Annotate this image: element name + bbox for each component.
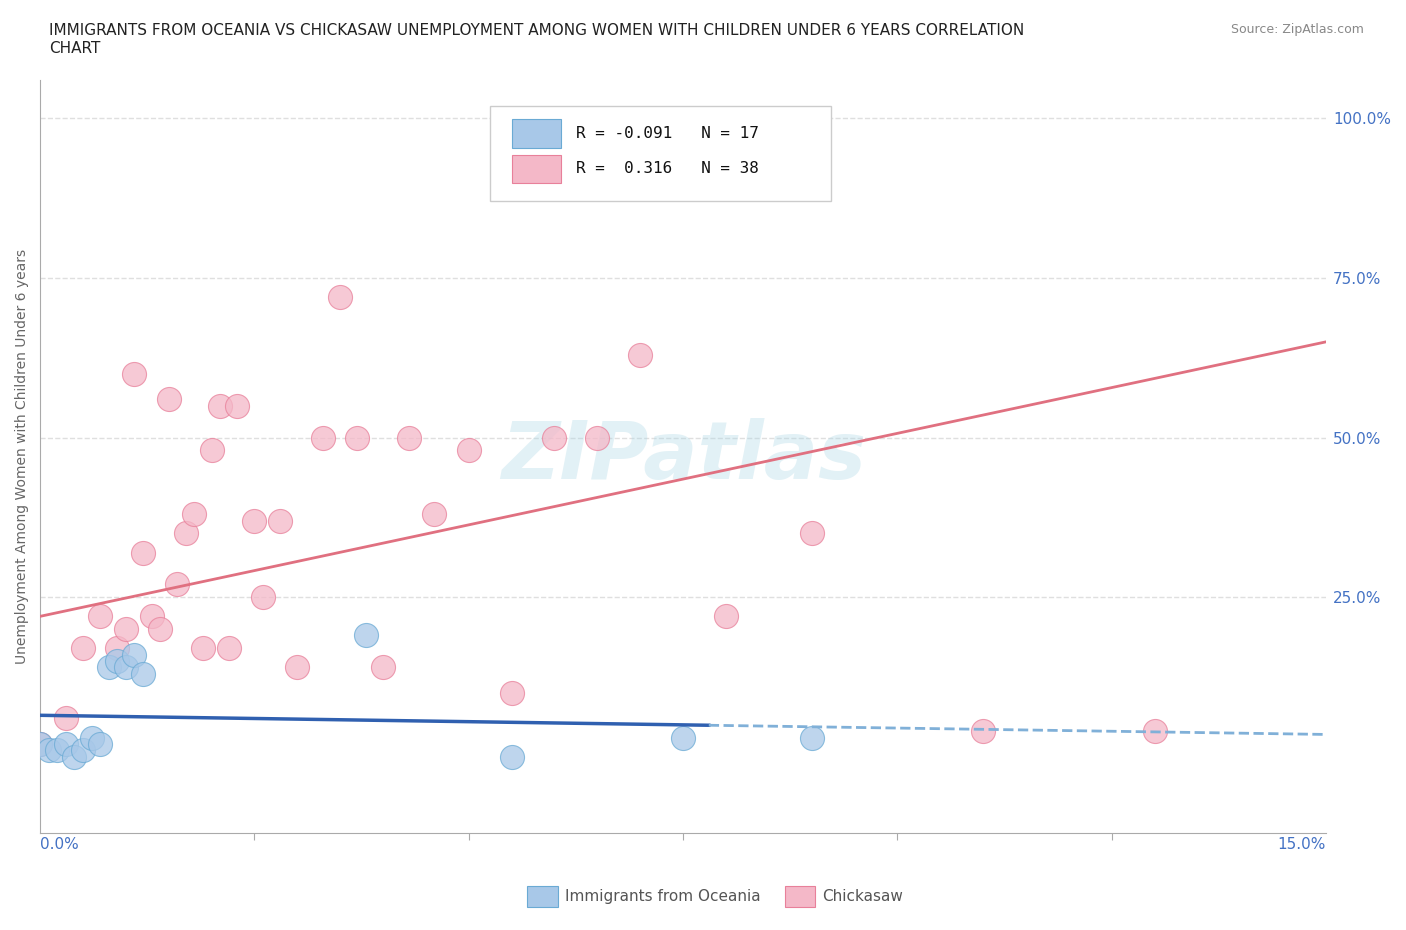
Point — [72, 641, 94, 656]
Point — [398, 431, 420, 445]
Point — [38, 743, 60, 758]
Point — [46, 743, 69, 758]
Point — [132, 545, 155, 560]
Point — [423, 507, 446, 522]
Point — [89, 737, 111, 751]
Point — [30, 737, 52, 751]
Text: Chickasaw: Chickasaw — [823, 889, 904, 904]
Text: Source: ZipAtlas.com: Source: ZipAtlas.com — [1230, 23, 1364, 36]
Point — [209, 398, 232, 413]
Point — [115, 660, 138, 675]
Point — [183, 507, 205, 522]
Point — [200, 443, 222, 458]
Point — [543, 431, 565, 445]
Point — [672, 730, 695, 745]
Point — [218, 641, 240, 656]
Point — [285, 660, 308, 675]
Point — [800, 525, 823, 540]
Point — [800, 730, 823, 745]
Point — [312, 431, 335, 445]
Point — [586, 431, 609, 445]
Point — [628, 347, 651, 362]
Point — [30, 737, 52, 751]
Point — [243, 513, 266, 528]
Text: R = -0.091   N = 17: R = -0.091 N = 17 — [576, 126, 759, 141]
Point — [105, 641, 128, 656]
Bar — [512, 154, 561, 183]
Point — [174, 525, 197, 540]
Point — [226, 398, 249, 413]
Point — [972, 724, 994, 738]
Point — [252, 590, 274, 604]
Text: 0.0%: 0.0% — [41, 837, 79, 852]
FancyBboxPatch shape — [491, 106, 831, 201]
Point — [89, 609, 111, 624]
Point — [124, 366, 146, 381]
Text: Immigrants from Oceania: Immigrants from Oceania — [565, 889, 761, 904]
Point — [157, 392, 180, 406]
Point — [72, 743, 94, 758]
Text: R =  0.316   N = 38: R = 0.316 N = 38 — [576, 162, 759, 177]
Point — [501, 750, 523, 764]
Bar — [512, 119, 561, 148]
Point — [132, 667, 155, 682]
Point — [329, 290, 352, 305]
Point — [457, 443, 479, 458]
Point — [124, 647, 146, 662]
Y-axis label: Unemployment Among Women with Children Under 6 years: Unemployment Among Women with Children U… — [15, 249, 30, 664]
Point — [97, 660, 120, 675]
Point — [371, 660, 394, 675]
Point — [80, 730, 103, 745]
Point — [55, 711, 77, 726]
Point — [63, 750, 86, 764]
Point — [149, 621, 172, 636]
Text: 15.0%: 15.0% — [1278, 837, 1326, 852]
Point — [501, 685, 523, 700]
Point — [714, 609, 737, 624]
Point — [105, 654, 128, 669]
Point — [1143, 724, 1166, 738]
Point — [115, 621, 138, 636]
Point — [191, 641, 214, 656]
Text: IMMIGRANTS FROM OCEANIA VS CHICKASAW UNEMPLOYMENT AMONG WOMEN WITH CHILDREN UNDE: IMMIGRANTS FROM OCEANIA VS CHICKASAW UNE… — [49, 23, 1025, 56]
Point — [55, 737, 77, 751]
Text: ZIPatlas: ZIPatlas — [501, 418, 866, 496]
Point — [166, 577, 188, 591]
Point — [269, 513, 291, 528]
Point — [354, 628, 377, 643]
Point — [141, 609, 163, 624]
Point — [346, 431, 368, 445]
